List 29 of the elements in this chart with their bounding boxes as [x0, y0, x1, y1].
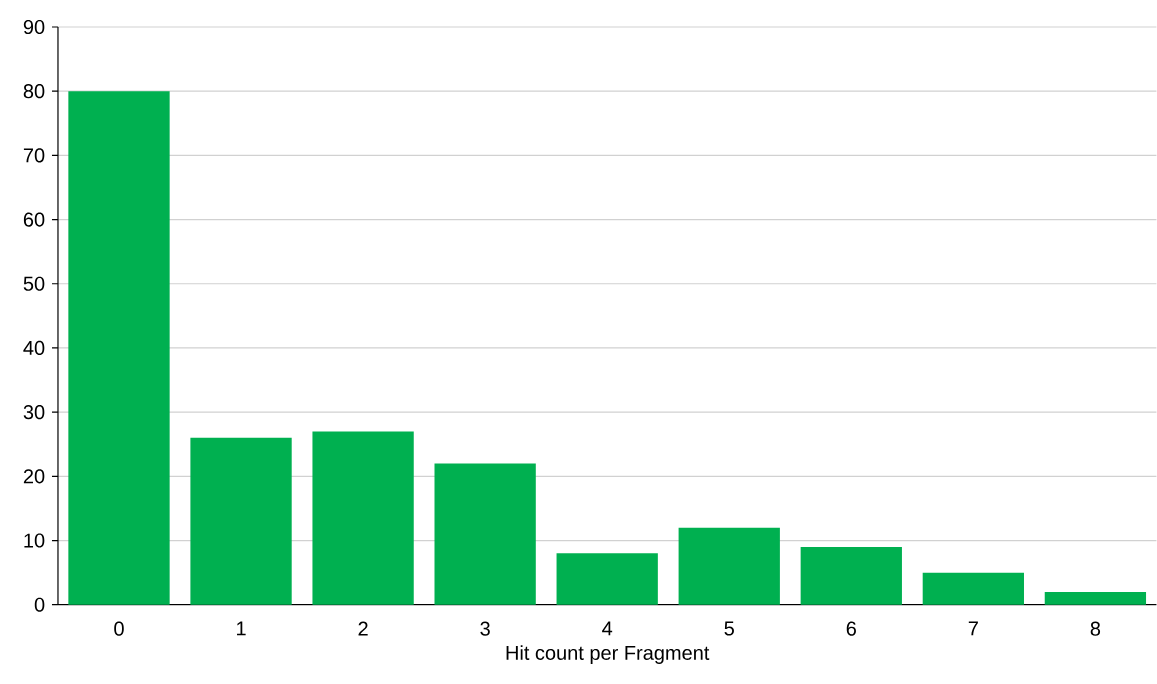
bar — [678, 527, 780, 605]
x-tick-label: 3 — [480, 621, 490, 636]
y-tick-label: 20 — [23, 469, 45, 484]
x-axis-title: Hit count per Fragment — [506, 645, 710, 665]
bar — [68, 91, 170, 605]
bar — [556, 553, 658, 605]
y-tick-label: 40 — [23, 341, 45, 356]
y-tick-label: 10 — [24, 533, 45, 548]
x-tick-label: 8 — [1090, 621, 1101, 636]
x-tick-label: 7 — [968, 621, 978, 636]
bar — [190, 437, 292, 605]
x-tick-label: 6 — [846, 621, 856, 636]
y-tick-label: 60 — [23, 212, 45, 227]
y-tick-label: 80 — [23, 84, 45, 99]
x-tick-label: 0 — [114, 621, 124, 636]
y-tick-label: 30 — [23, 405, 45, 420]
y-tick-label: 90 — [23, 20, 45, 35]
bar — [312, 431, 414, 605]
x-tick-label: 4 — [602, 621, 613, 636]
x-tick-label: 5 — [724, 621, 734, 636]
x-tick-label: 1 — [237, 621, 246, 636]
bar — [1044, 592, 1147, 605]
y-tick-label: 50 — [23, 276, 45, 291]
bar — [922, 572, 1024, 605]
y-tick-label: 0 — [34, 597, 45, 612]
y-tick-label: 70 — [23, 148, 45, 163]
x-tick-label: 2 — [358, 621, 368, 636]
bar — [434, 463, 536, 605]
bar — [800, 547, 902, 605]
